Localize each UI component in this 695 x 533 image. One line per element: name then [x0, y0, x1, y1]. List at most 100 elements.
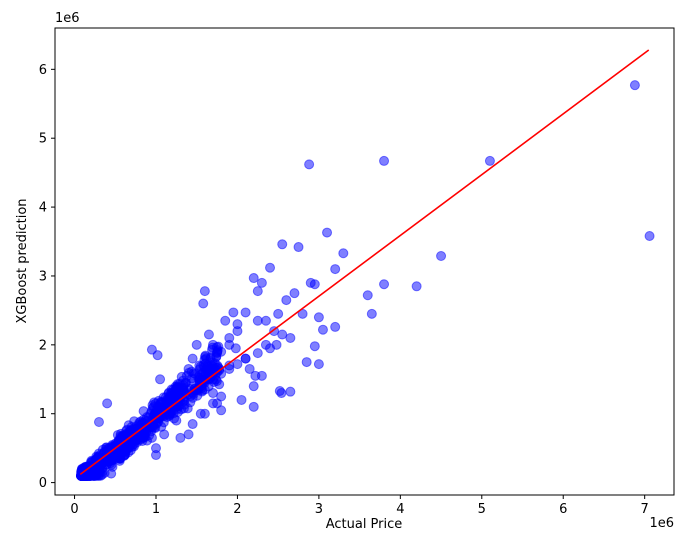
x-tick-label: 6	[559, 502, 567, 517]
y-tick-label: 1	[39, 407, 47, 422]
scatter-point	[191, 339, 202, 350]
scatter-point	[248, 273, 259, 284]
scatter-point	[484, 155, 495, 166]
scatter-point	[212, 398, 223, 409]
scatter-point	[208, 339, 219, 350]
scatter-point	[330, 321, 341, 332]
scatter-point	[187, 419, 198, 430]
y-tick-label: 5	[39, 132, 47, 147]
scatter-point	[102, 398, 113, 409]
scatter-point	[183, 363, 194, 374]
scatter-point	[228, 307, 239, 318]
scatter-point	[102, 451, 113, 462]
y-offset-label: 1e6	[55, 11, 80, 26]
scatter-point	[436, 250, 447, 261]
y-axis-label: XGBoost prediction	[15, 198, 30, 323]
scatter-point-cluster	[171, 382, 182, 393]
scatter-point-cluster	[148, 401, 159, 412]
scatter-point	[256, 277, 267, 288]
scatter-point	[250, 370, 261, 381]
scatter-point	[175, 432, 186, 443]
scatter-point	[187, 353, 198, 364]
scatter-point	[293, 242, 304, 253]
x-tick-label: 0	[70, 502, 78, 517]
scatter-point	[244, 363, 255, 374]
scatter-point	[285, 386, 296, 397]
scatter-point	[248, 401, 259, 412]
scatter-point	[379, 155, 390, 166]
scatter-point	[150, 443, 161, 454]
plot-frame	[54, 27, 675, 496]
scatter-point	[138, 432, 149, 443]
scatter-point-cluster	[138, 406, 149, 417]
scatter-point	[93, 416, 104, 427]
y-tick-label: 3	[39, 269, 47, 284]
scatter-point-cluster	[195, 361, 206, 372]
scatter-point	[152, 350, 163, 361]
scatter-point	[175, 396, 186, 407]
x-tick-label: 5	[478, 502, 486, 517]
y-tick-label: 0	[39, 476, 47, 491]
x-axis-ticks: 0 1 2 3 4 5 6 7	[70, 495, 649, 517]
scatter-point	[236, 394, 247, 405]
fit-line-group	[79, 49, 650, 475]
scatter-point	[330, 264, 341, 275]
scatter-point	[220, 315, 231, 326]
x-axis-label: Actual Price	[326, 517, 403, 532]
scatter-point	[93, 456, 104, 467]
x-tick-label: 3	[315, 502, 323, 517]
scatter-point	[362, 290, 373, 301]
scatter-point	[203, 329, 214, 340]
scatter-point	[183, 429, 194, 440]
scatter-point	[322, 227, 333, 238]
scatter-point-cluster	[134, 417, 145, 428]
scatter-point	[232, 326, 243, 337]
scatter-point	[366, 308, 377, 319]
scatter-point	[276, 388, 287, 399]
scatter-point	[252, 315, 263, 326]
scatter-point-cluster	[180, 378, 191, 389]
scatter-point	[118, 439, 129, 450]
scatter-point	[106, 468, 117, 479]
scatter-point	[629, 80, 640, 91]
scatter-point	[199, 286, 210, 297]
y-tick-label: 4	[39, 201, 47, 216]
x-tick-label: 4	[396, 502, 404, 517]
scatter-point	[195, 408, 206, 419]
scatter-point	[313, 312, 324, 323]
data-points	[76, 80, 655, 481]
scatter-point	[281, 295, 292, 306]
scatter-point	[301, 357, 312, 368]
scatter-point	[240, 307, 251, 318]
x-tick-label: 7	[641, 502, 649, 517]
scatter-point	[252, 348, 263, 359]
x-tick-label: 1	[152, 502, 160, 517]
scatter-point	[159, 429, 170, 440]
scatter-point	[265, 262, 276, 273]
scatter-point	[277, 239, 288, 250]
scatter-point	[313, 359, 324, 370]
scatter-point	[309, 341, 320, 352]
scatter-point	[277, 329, 288, 340]
scatter-point	[208, 388, 219, 399]
y-tick-label: 6	[39, 63, 47, 78]
scatter-point-cluster	[205, 352, 216, 363]
scatter-point	[285, 332, 296, 343]
scatter-point	[338, 248, 349, 259]
scatter-point	[248, 381, 259, 392]
scatter-point	[273, 308, 284, 319]
scatter-point	[411, 281, 422, 292]
y-axis-ticks: 0 1 2 3 4 5 6	[39, 63, 55, 491]
scatter-point	[232, 359, 243, 370]
scatter-point	[644, 231, 655, 242]
scatter-point	[199, 384, 210, 395]
scatter-point	[216, 346, 227, 357]
x-offset-label: 1e6	[649, 516, 674, 531]
scatter-point	[230, 343, 241, 354]
scatter-point	[260, 339, 271, 350]
scatter-point	[126, 432, 137, 443]
scatter-point	[198, 298, 209, 309]
scatter-point	[289, 288, 300, 299]
y-tick-label: 2	[39, 338, 47, 353]
